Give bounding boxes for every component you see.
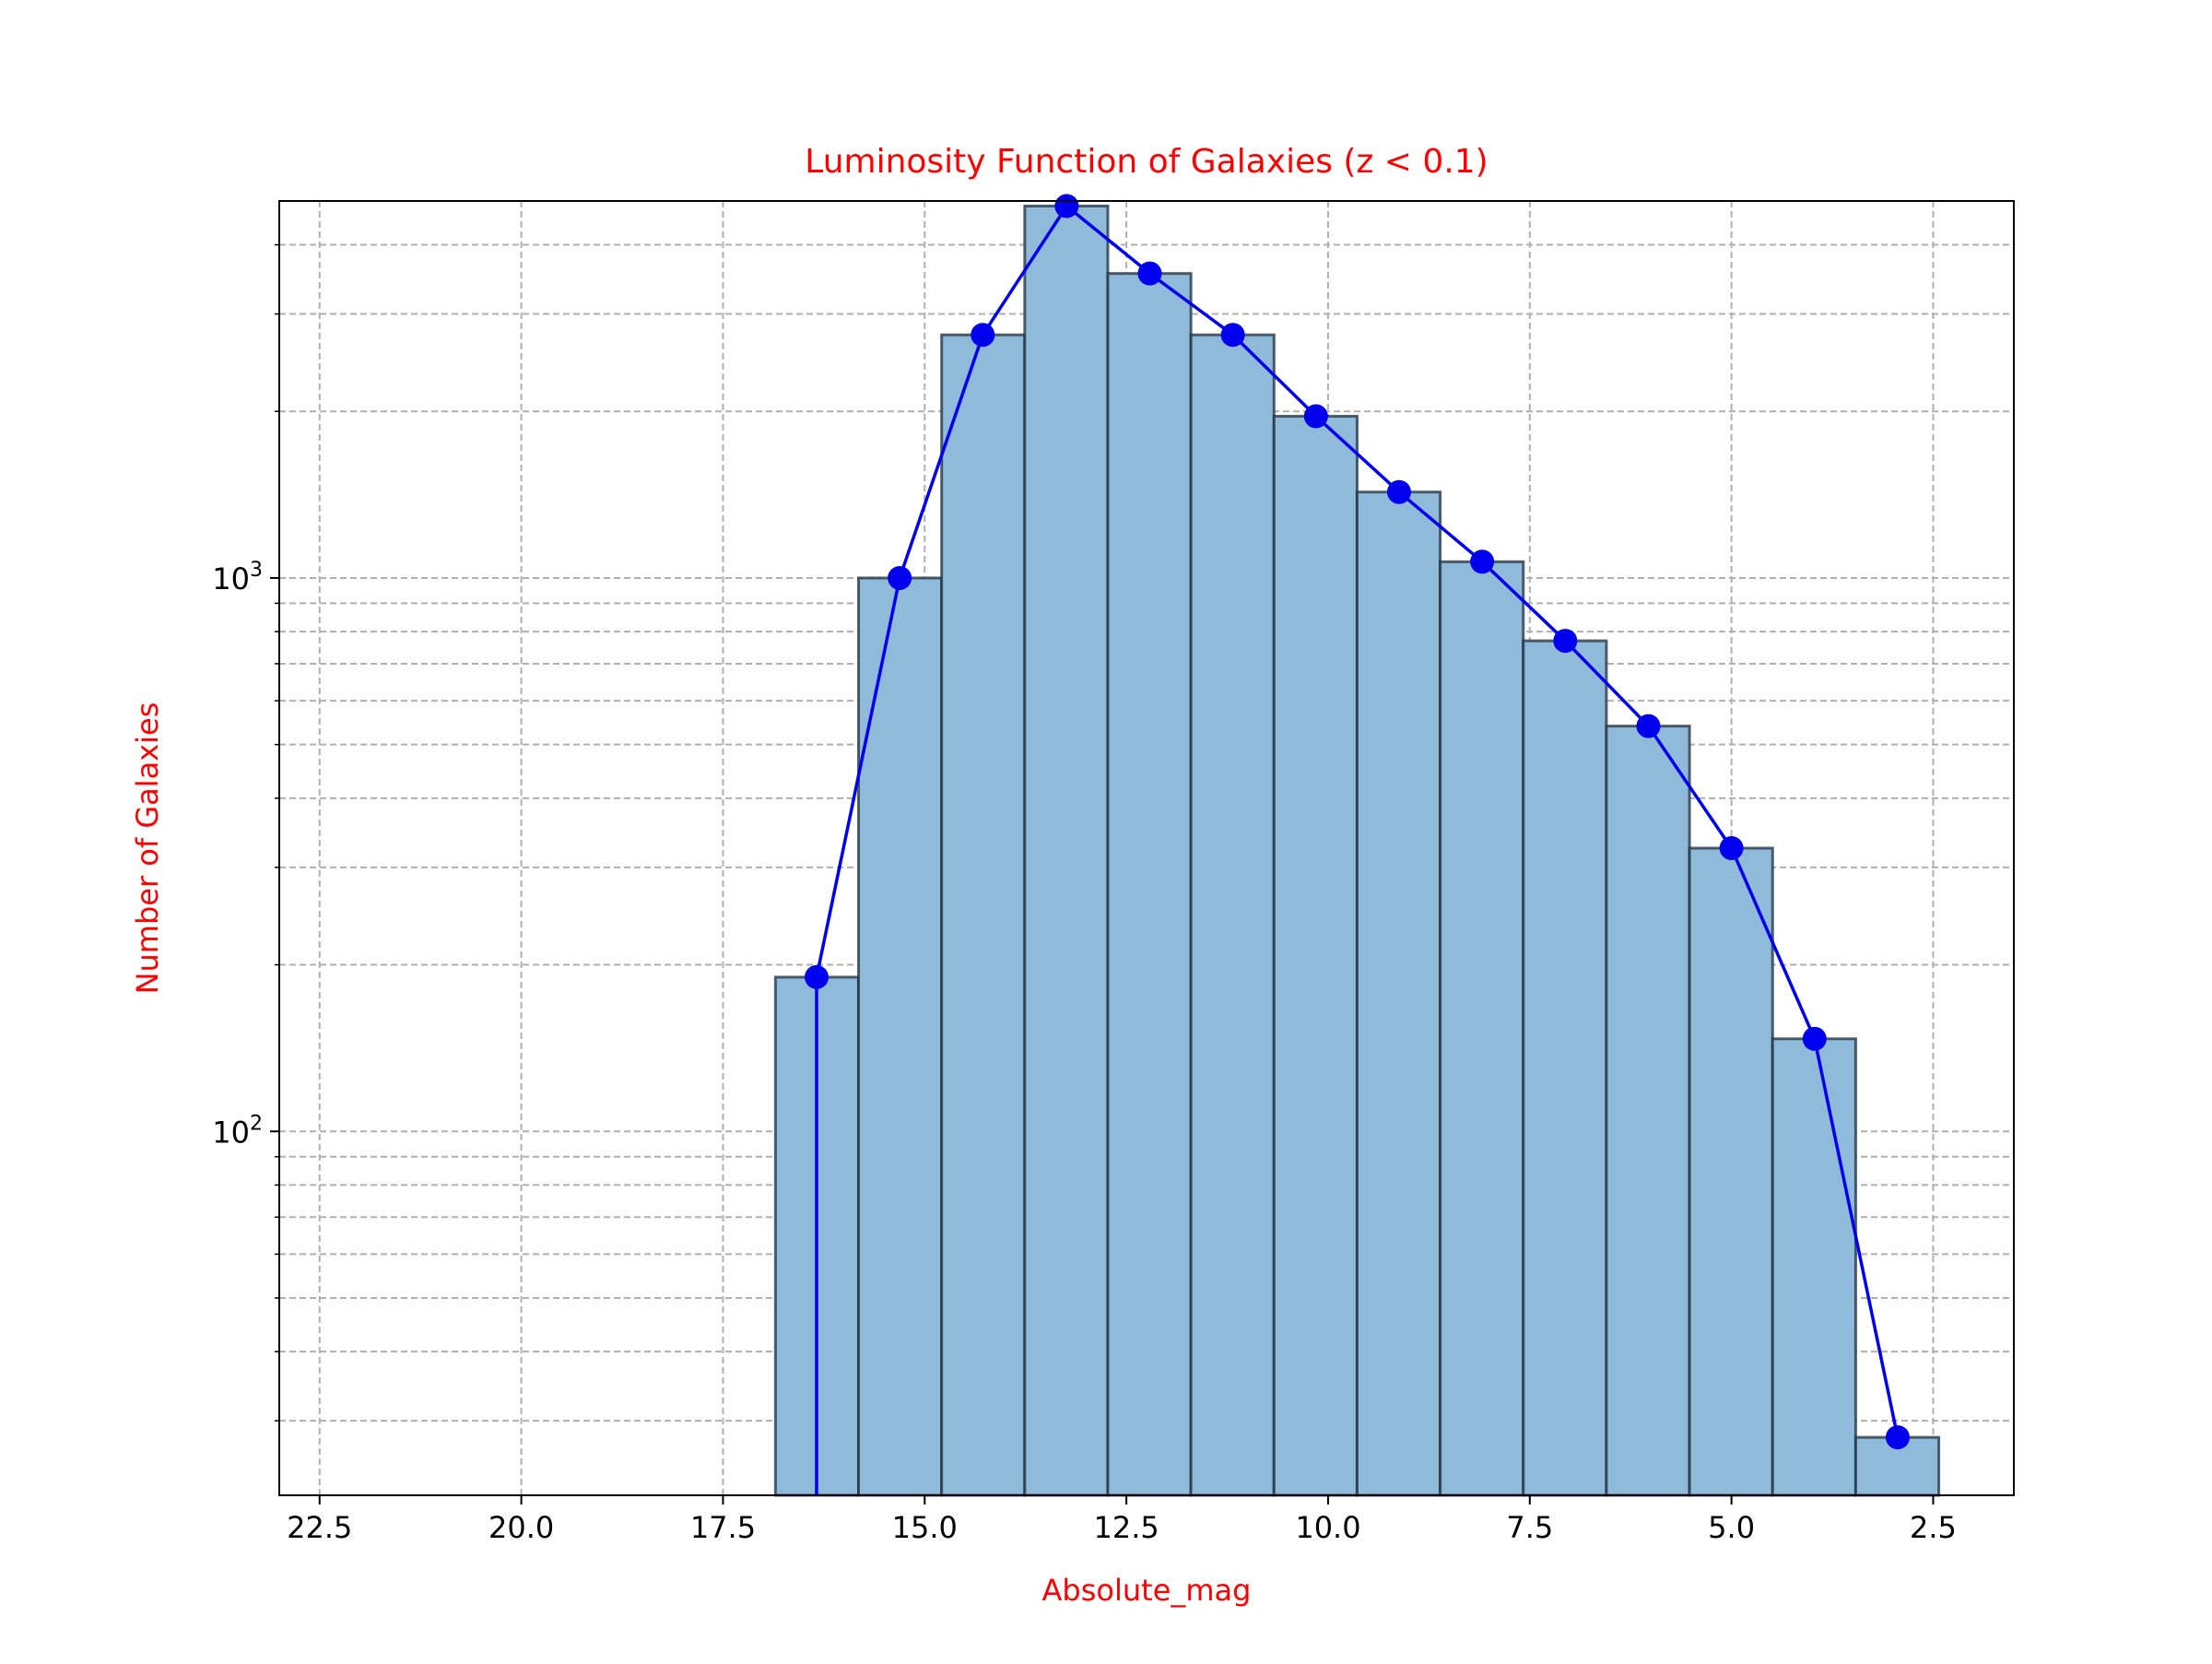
histogram-bar (1771, 1037, 1857, 1497)
histogram-bar (1189, 333, 1276, 1497)
chart-title: Luminosity Function of Galaxies (z < 0.1… (805, 143, 1488, 181)
y-axis-label: Number of Galaxies (130, 702, 165, 995)
plot-frame (278, 200, 2015, 1496)
series-point (1303, 404, 1328, 429)
x-tick-label: 2.5 (1910, 1510, 1957, 1545)
histogram-bar (1688, 846, 1774, 1497)
histogram-bar (1605, 725, 1691, 1497)
histogram-bar (1023, 204, 1110, 1497)
histogram-bar (1272, 415, 1359, 1497)
x-tick-label: 17.5 (690, 1510, 756, 1545)
x-tick-label: 5.0 (1708, 1510, 1755, 1545)
series-point (1386, 479, 1411, 504)
x-tick-label: 20.0 (488, 1510, 554, 1545)
series-point (1719, 835, 1744, 860)
histogram-bar (857, 576, 944, 1497)
histogram-bar (1439, 560, 1525, 1497)
histogram-bar (940, 333, 1027, 1497)
line-series (804, 194, 1910, 1495)
series-point (1054, 194, 1079, 218)
series-point (1220, 323, 1245, 348)
series-point (1885, 1425, 1910, 1450)
series-point (888, 565, 912, 590)
series-point (1470, 549, 1495, 574)
y-tick-label: 102 (212, 1112, 263, 1150)
x-tick-label: 12.5 (1093, 1510, 1159, 1545)
x-tick-label: 7.5 (1506, 1510, 1553, 1545)
series-point (1553, 629, 1578, 654)
series-point (804, 964, 829, 989)
series-point (971, 323, 995, 348)
series-point (1636, 714, 1661, 738)
series-point (1802, 1026, 1827, 1051)
axis-ticks: 22.5 20.0 17.5 15.0 12.5 10.0 7.5 5.0 2.5 102 103 (212, 243, 1957, 1545)
histogram-bar (1106, 272, 1193, 1497)
x-tick-label: 15.0 (892, 1510, 958, 1545)
y-tick-label: 103 (212, 559, 263, 596)
histogram-bar (1355, 490, 1442, 1497)
x-tick-label: 10.0 (1295, 1510, 1360, 1545)
series-point (1137, 261, 1162, 286)
histogram-bar (1522, 639, 1608, 1497)
x-axis-label: Absolute_mag (1042, 1573, 1252, 1608)
x-tick-label: 22.5 (287, 1510, 352, 1545)
